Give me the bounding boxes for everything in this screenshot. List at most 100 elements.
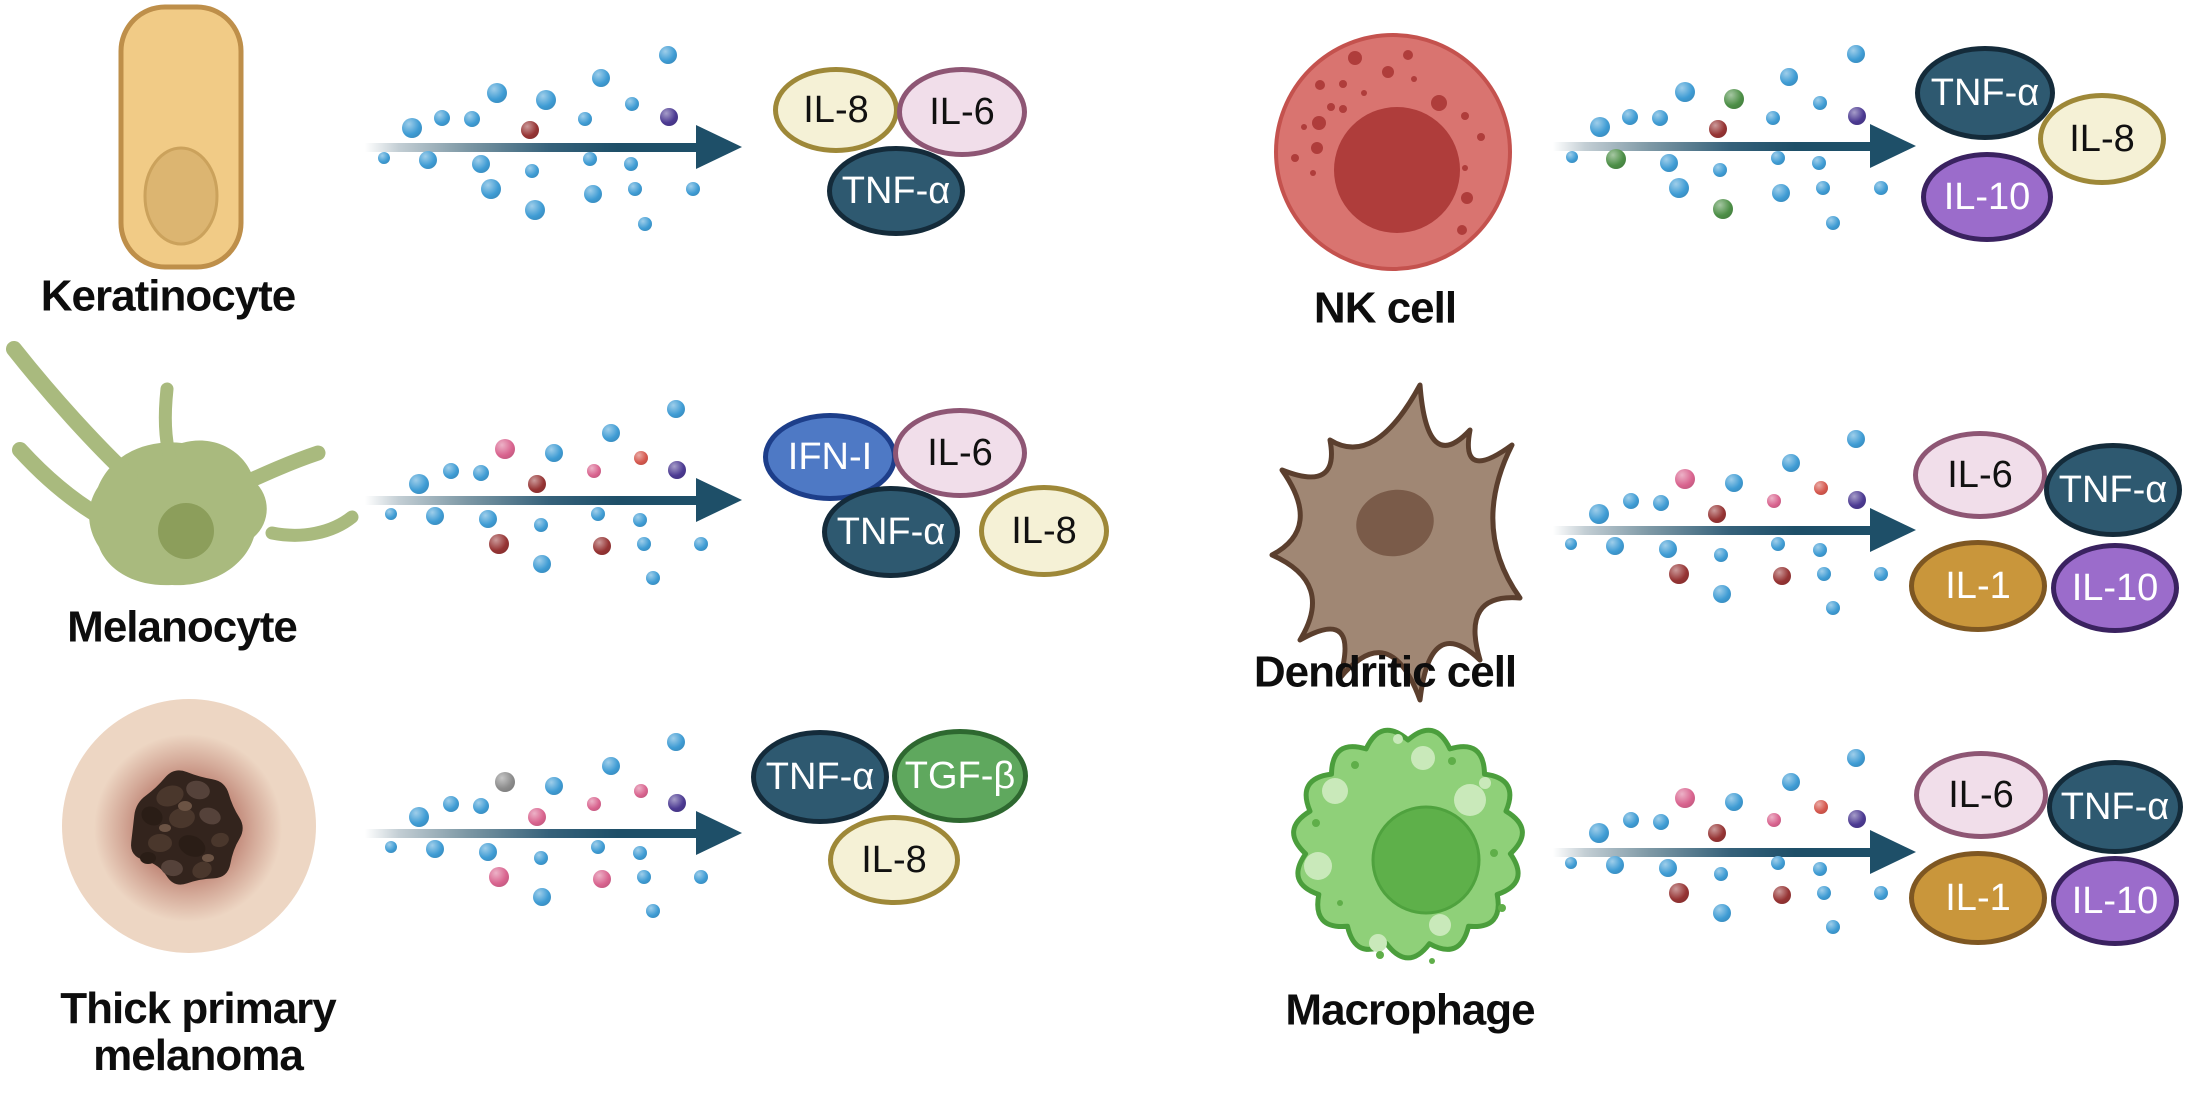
secreted-molecule-dot-salmon	[1814, 481, 1828, 495]
secreted-molecule-dot-blue	[409, 807, 429, 827]
secreted-molecule-dot-blue	[1813, 96, 1827, 110]
secreted-molecule-dot-green	[1606, 149, 1626, 169]
secreted-molecule-dot-pink	[1767, 813, 1781, 827]
secreted-molecule-dot-blue	[686, 182, 700, 196]
secreted-molecule-dot-blue	[1847, 749, 1865, 767]
secreted-molecule-dot-purple	[1848, 810, 1866, 828]
secreted-molecule-dot-blue	[694, 537, 708, 551]
cytokine-badge-il6: IL-6	[897, 67, 1027, 157]
dendritic-cell-icon	[1269, 382, 1523, 703]
secreted-molecule-dot-green	[1724, 89, 1744, 109]
secreted-molecule-dot-blue	[1826, 216, 1840, 230]
secreted-molecule-dot-blue	[591, 840, 605, 854]
dendritic-secretion-arrow-line	[1553, 526, 1876, 535]
secreted-molecule-dot-blue	[646, 904, 660, 918]
secreted-molecule-dot-blue	[1565, 857, 1577, 869]
secreted-molecule-dot-blue	[1622, 109, 1638, 125]
secreted-molecule-dot-gray	[495, 772, 515, 792]
cytokine-badge-tnf: TNF-α	[822, 486, 960, 578]
secreted-molecule-dot-pink	[1767, 494, 1781, 508]
secreted-molecule-dot-blue	[481, 179, 501, 199]
secreted-molecule-dot-blue	[1713, 904, 1731, 922]
cytokine-badge-tnf: TNF-α	[2047, 760, 2183, 854]
secreted-molecule-dot-blue	[426, 840, 444, 858]
secreted-molecule-dot-purple	[1848, 107, 1866, 125]
secreted-molecule-dot-blue	[1766, 111, 1780, 125]
secreted-molecule-dot-blue	[1589, 504, 1609, 524]
secreted-molecule-dot-blue	[628, 182, 642, 196]
secreted-molecule-dot-blue	[1669, 178, 1689, 198]
secreted-molecule-dot-red	[521, 121, 539, 139]
secreted-molecule-dot-blue	[1652, 110, 1668, 126]
cytokine-badge-il10: IL-10	[2051, 543, 2179, 633]
secreted-molecule-dot-blue	[1714, 548, 1728, 562]
keratinocyte-secretion-arrow-line	[365, 143, 702, 152]
secreted-molecule-dot-blue	[694, 870, 708, 884]
cytokine-badge-il8: IL-8	[773, 67, 899, 153]
secreted-molecule-dot-blue	[1725, 793, 1743, 811]
secreted-molecule-dot-blue	[1725, 474, 1743, 492]
secreted-molecule-dot-blue	[525, 200, 545, 220]
secreted-molecule-dot-blue	[545, 444, 563, 462]
macrophage-cell-icon	[1291, 727, 1525, 964]
secreted-molecule-dot-purple	[668, 461, 686, 479]
secreted-molecule-dot-blue	[534, 518, 548, 532]
secreted-molecule-dot-blue	[646, 571, 660, 585]
secreted-molecule-dot-blue	[533, 888, 551, 906]
secreted-molecule-dot-blue	[1847, 45, 1865, 63]
secreted-molecule-dot-blue	[1590, 117, 1610, 137]
secreted-molecule-dot-blue	[1874, 886, 1888, 900]
secreted-molecule-dot-blue	[591, 507, 605, 521]
secreted-molecule-dot-pink	[1675, 469, 1695, 489]
secreted-molecule-dot-blue	[473, 465, 489, 481]
secreted-molecule-dot-blue	[633, 513, 647, 527]
secreted-molecule-dot-pink	[1675, 788, 1695, 808]
secreted-molecule-dot-pink	[587, 797, 601, 811]
cytokine-badge-il1: IL-1	[1909, 851, 2047, 945]
secreted-molecule-dot-blue	[536, 90, 556, 110]
secreted-molecule-dot-red	[1669, 564, 1689, 584]
nk-secretion-arrow-line	[1553, 142, 1876, 151]
secreted-molecule-dot-blue	[378, 152, 390, 164]
secreted-molecule-dot-blue	[1826, 601, 1840, 615]
cytokine-badge-tnf: TNF-α	[2044, 443, 2182, 537]
secreted-molecule-dot-purple	[660, 108, 678, 126]
secreted-molecule-dot-blue	[464, 111, 480, 127]
macrophage-vacuoles	[1304, 734, 1491, 952]
secreted-molecule-dot-pink	[587, 464, 601, 478]
secreted-molecule-dot-blue	[409, 474, 429, 494]
melanoma-secretion-arrow-line	[365, 829, 702, 838]
secreted-molecule-dot-blue	[1812, 156, 1826, 170]
cytokine-badge-il8: IL-8	[2038, 93, 2166, 185]
cytokine-badge-il10: IL-10	[1921, 152, 2053, 242]
secreted-molecule-dot-blue	[545, 777, 563, 795]
secreted-molecule-dot-red	[593, 537, 611, 555]
secreted-molecule-dot-blue	[533, 555, 551, 573]
secreted-molecule-dot-blue	[1813, 543, 1827, 557]
secreted-molecule-dot-blue	[1826, 920, 1840, 934]
secreted-molecule-dot-blue	[583, 152, 597, 166]
secreted-molecule-dot-pink	[489, 867, 509, 887]
macrophage-granule-dots	[1312, 757, 1506, 964]
secreted-molecule-dot-blue	[1713, 163, 1727, 177]
secreted-molecule-dot-blue	[633, 846, 647, 860]
secreted-molecule-dot-pink	[528, 808, 546, 826]
melanocyte-label: Melanocyte	[67, 602, 298, 652]
cytokine-badge-il8: IL-8	[828, 815, 960, 905]
keratinocyte-label: Keratinocyte	[40, 271, 297, 321]
secreted-molecule-dot-blue	[1874, 567, 1888, 581]
secreted-molecule-dot-blue	[1714, 867, 1728, 881]
secreted-molecule-dot-blue	[1817, 886, 1831, 900]
secreted-molecule-dot-blue	[402, 118, 422, 138]
secreted-molecule-dot-blue	[625, 97, 639, 111]
cytokine-badge-il8: IL-8	[979, 485, 1109, 577]
secreted-molecule-dot-blue	[426, 507, 444, 525]
secreted-molecule-dot-blue	[1813, 862, 1827, 876]
secreted-molecule-dot-purple	[1848, 491, 1866, 509]
secreted-molecule-dot-green	[1713, 199, 1733, 219]
secreted-molecule-dot-blue	[637, 870, 651, 884]
secreted-molecule-dot-blue	[1771, 151, 1785, 165]
secreted-molecule-dot-blue	[1653, 495, 1669, 511]
secreted-molecule-dot-blue	[1675, 82, 1695, 102]
secreted-molecule-dot-red	[1669, 883, 1689, 903]
